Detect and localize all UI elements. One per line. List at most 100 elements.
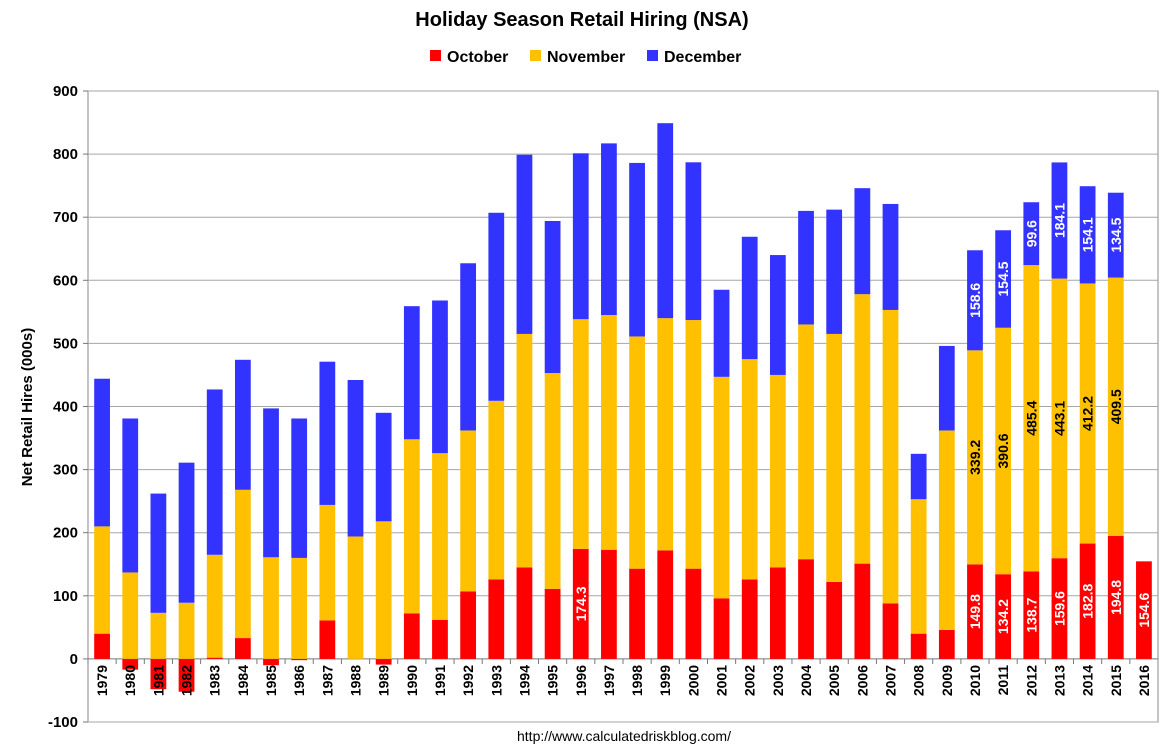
data-label-october-2013: 159.6 [1051, 591, 1067, 626]
bar-october-2010 [967, 564, 983, 659]
bar-december-1993 [488, 212, 505, 401]
x-tick-label-1999: 1999 [657, 665, 673, 696]
data-label-october-2010: 149.8 [967, 594, 983, 629]
bar-december-2003 [769, 255, 786, 375]
bar-december-1998 [629, 162, 645, 337]
x-tick-label-1986: 1986 [291, 665, 307, 696]
bar-november-1988 [347, 536, 364, 659]
bar-december-2008 [910, 453, 927, 500]
bar-december-2002 [741, 236, 758, 360]
bar-december-1992 [460, 263, 477, 431]
data-label-october-2016: 154.6 [1136, 592, 1152, 627]
bar-october-2009 [938, 629, 955, 659]
x-tick-label-1983: 1983 [207, 665, 223, 696]
bar-november-2005 [826, 333, 843, 582]
bar-november-2011 [995, 327, 1012, 575]
bar-december-1983 [206, 389, 223, 555]
x-tick-label-1988: 1988 [348, 665, 364, 696]
bar-october-2005 [826, 581, 843, 659]
bar-october-2004 [798, 559, 814, 659]
bar-october-1984 [234, 638, 251, 659]
bar-november-1980 [122, 572, 139, 659]
y-tick-label: 700 [53, 209, 78, 226]
x-tick-label-2011: 2011 [995, 665, 1011, 696]
bar-november-2015 [1107, 277, 1124, 536]
x-tick-label-1985: 1985 [263, 665, 279, 696]
x-tick-label-2008: 2008 [911, 665, 927, 696]
bar-november-1992 [460, 430, 477, 592]
x-tick-label-1980: 1980 [122, 665, 138, 696]
x-tick-label-2002: 2002 [742, 665, 758, 696]
bar-october-1997 [601, 549, 617, 659]
bar-november-1994 [516, 333, 533, 568]
data-label-december-2015: 134.5 [1108, 217, 1124, 252]
bar-october-1995 [544, 588, 561, 659]
bar-december-2011 [995, 230, 1012, 328]
bar-october-1996 [572, 548, 589, 659]
bar-december-2014 [1079, 186, 1096, 284]
data-label-december-2011: 154.5 [995, 261, 1011, 296]
data-label-october-2014: 182.8 [1080, 584, 1096, 619]
data-labels: 174.3 149.8 339.2 158.6 134.2 390.6 154.5 138.7… [573, 203, 1152, 634]
bar-november-1996 [572, 319, 589, 549]
bar-december-2004 [798, 210, 814, 325]
bar-october-1980 [122, 658, 139, 670]
bar-december-2012 [1023, 202, 1040, 266]
bar-december-1982 [178, 462, 195, 603]
x-tick-label-2009: 2009 [939, 665, 955, 696]
bar-november-2003 [769, 374, 786, 568]
data-label-november-2012: 485.4 [1023, 401, 1039, 436]
x-tick-label-2001: 2001 [714, 665, 730, 696]
bar-november-1981 [150, 612, 167, 659]
bar-october-1987 [319, 620, 336, 659]
bar-november-1991 [432, 453, 448, 620]
bar-december-1994 [516, 154, 533, 334]
data-label-october-1996: 174.3 [573, 586, 589, 621]
bar-december-1999 [657, 123, 674, 319]
x-tick-label-1995: 1995 [545, 665, 561, 696]
bar-october-1981 [150, 658, 167, 690]
bar-october-2014 [1079, 543, 1096, 659]
x-tick-label-2016: 2016 [1136, 665, 1152, 696]
source-url: http://www.calculatedriskblog.com/ [517, 728, 731, 744]
x-tick-label-1992: 1992 [460, 665, 476, 696]
bar-november-1998 [629, 336, 645, 569]
bar-november-2014 [1079, 283, 1096, 544]
data-label-october-2012: 138.7 [1023, 597, 1039, 632]
bar-october-1992 [460, 591, 477, 659]
x-tick-label-1990: 1990 [404, 665, 420, 696]
bar-november-1983 [206, 554, 223, 658]
bar-december-1989 [375, 412, 392, 522]
x-tick-label-1997: 1997 [601, 665, 617, 696]
bar-december-1995 [544, 220, 561, 374]
data-label-october-2011: 134.2 [995, 599, 1011, 634]
x-tick-label-2012: 2012 [1023, 665, 1039, 696]
bar-december-1991 [432, 300, 448, 454]
x-tick-label-1996: 1996 [573, 665, 589, 696]
bar-november-1985 [263, 557, 279, 659]
bar-november-2001 [713, 376, 730, 599]
data-label-november-2011: 390.6 [995, 433, 1011, 468]
bar-october-1994 [516, 567, 533, 659]
bar-december-2010 [967, 250, 983, 351]
bar-november-2008 [910, 499, 927, 634]
x-tick-label-2004: 2004 [798, 665, 814, 696]
bar-december-1985 [263, 408, 279, 558]
x-tick-label-2000: 2000 [685, 665, 701, 696]
bar-november-1987 [319, 504, 336, 621]
legend-swatch-november [530, 50, 541, 61]
bar-december-2007 [882, 203, 899, 310]
bar-december-1988 [347, 379, 364, 537]
x-tick-label-2003: 2003 [770, 665, 786, 696]
x-tick-label-1993: 1993 [488, 665, 504, 696]
data-label-november-2014: 412.2 [1080, 396, 1096, 431]
legend-label-november: November [547, 49, 625, 66]
bar-november-2012 [1023, 265, 1040, 572]
bar-november-1986 [291, 557, 308, 659]
bar-december-1986 [291, 418, 308, 558]
bar-november-1984 [234, 489, 251, 639]
data-label-november-2013: 443.1 [1051, 401, 1067, 436]
bar-november-2007 [882, 309, 899, 604]
data-label-october-2015: 194.8 [1108, 580, 1124, 615]
